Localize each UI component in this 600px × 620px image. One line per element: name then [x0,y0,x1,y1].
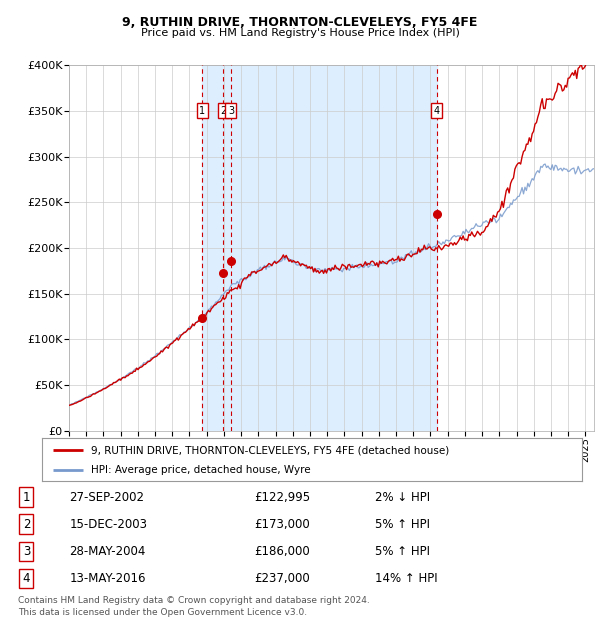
Text: £173,000: £173,000 [254,518,310,531]
Text: 9, RUTHIN DRIVE, THORNTON-CLEVELEYS, FY5 4FE (detached house): 9, RUTHIN DRIVE, THORNTON-CLEVELEYS, FY5… [91,445,449,455]
Text: 28-MAY-2004: 28-MAY-2004 [70,545,146,558]
Text: 3: 3 [228,106,234,116]
Text: 1: 1 [23,490,30,503]
Text: £186,000: £186,000 [254,545,310,558]
Bar [202,65,437,431]
Text: 9, RUTHIN DRIVE, THORNTON-CLEVELEYS, FY5 4FE: 9, RUTHIN DRIVE, THORNTON-CLEVELEYS, FY5… [122,16,478,29]
Text: 27-SEP-2002: 27-SEP-2002 [70,490,145,503]
Text: 1: 1 [199,106,205,116]
Text: 15-DEC-2003: 15-DEC-2003 [70,518,148,531]
Text: £237,000: £237,000 [254,572,310,585]
Text: Price paid vs. HM Land Registry's House Price Index (HPI): Price paid vs. HM Land Registry's House … [140,28,460,38]
Text: 2: 2 [23,518,30,531]
Text: 5% ↑ HPI: 5% ↑ HPI [375,518,430,531]
Text: 3: 3 [23,545,30,558]
Text: 14% ↑ HPI: 14% ↑ HPI [375,572,437,585]
Text: 5% ↑ HPI: 5% ↑ HPI [375,545,430,558]
Text: 2% ↓ HPI: 2% ↓ HPI [375,490,430,503]
Text: £122,995: £122,995 [254,490,310,503]
Text: Contains HM Land Registry data © Crown copyright and database right 2024.
This d: Contains HM Land Registry data © Crown c… [18,596,370,618]
Text: HPI: Average price, detached house, Wyre: HPI: Average price, detached house, Wyre [91,465,310,475]
Text: 4: 4 [23,572,30,585]
Text: 2: 2 [220,106,226,116]
Text: 4: 4 [434,106,440,116]
Text: 13-MAY-2016: 13-MAY-2016 [70,572,146,585]
